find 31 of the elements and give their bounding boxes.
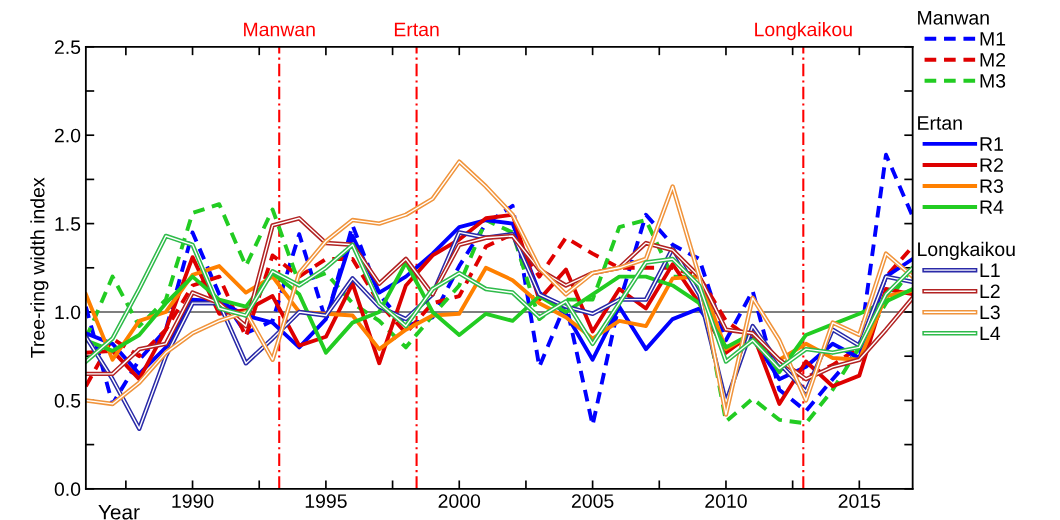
y-tick-label: 2.0 [54, 128, 81, 143]
x-tick-label: 2005 [571, 494, 614, 508]
legend-label: L2 [980, 284, 1000, 299]
y-tick-label: 2.5 [54, 40, 81, 55]
y-tick-label: 0.5 [54, 393, 81, 408]
y-tick-label: 1.5 [55, 217, 81, 231]
legend-label: L4 [980, 326, 1001, 341]
x-tick-label: 2010 [705, 494, 747, 508]
text: Manwan [918, 11, 989, 25]
text: Longkaikou [918, 241, 1015, 260]
x-tick-label: 2015 [838, 494, 881, 508]
legend-label: L3 [980, 305, 1000, 320]
legend-label: L1 [980, 263, 1000, 277]
legend-label: M2 [980, 52, 1006, 67]
ref-line-label: Manwan [244, 22, 315, 37]
legend-label: R1 [980, 137, 1003, 151]
ref-line-label: Longkaikou [755, 22, 852, 41]
legend-label: R3 [980, 179, 1004, 193]
y-tick-label: 0.0 [54, 482, 81, 497]
legend-label: R2 [980, 158, 1003, 172]
ref-line-label: Ertan [394, 22, 439, 37]
legend-label: M1 [980, 32, 1006, 46]
y-tick-label: 1.0 [55, 305, 81, 320]
legend-label: M3 [980, 74, 1006, 88]
y-axis-title: Tree-ring width index [30, 177, 49, 358]
text: Ertan [918, 116, 962, 130]
legend-label: R4 [980, 200, 1004, 214]
x-tick-label: 1990 [172, 494, 214, 508]
x-tick-label: 2000 [438, 494, 481, 508]
x-tick-label: 1995 [305, 494, 347, 508]
x-axis-title: Year [98, 505, 140, 520]
